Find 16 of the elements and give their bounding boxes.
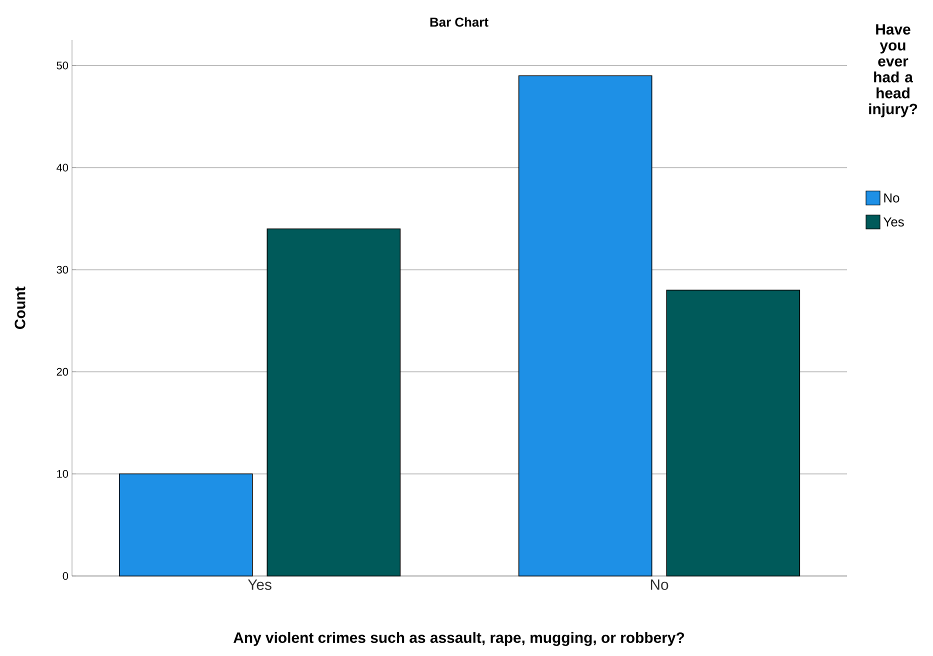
y-axis-title: Count <box>14 286 26 329</box>
y-tick-label: 30 <box>56 266 68 274</box>
bar <box>518 75 652 576</box>
y-tick-label: 0 <box>62 572 68 580</box>
bar <box>266 228 401 576</box>
y-tick-label: 10 <box>57 470 68 478</box>
chart-title: Bar Chart <box>430 17 488 27</box>
y-tick-label: 20 <box>56 368 68 376</box>
y-tick-label: 40 <box>56 164 68 172</box>
legend-title: Have you ever had a head injury? <box>869 24 918 118</box>
bar <box>118 473 253 576</box>
legend-label: Yes <box>883 217 904 227</box>
bar <box>666 290 800 576</box>
x-axis-title: Any violent crimes such as assault, rape, mugging, or robbery? <box>234 632 684 646</box>
y-tick-label: 50 <box>56 62 68 70</box>
legend-label: No <box>884 193 900 203</box>
